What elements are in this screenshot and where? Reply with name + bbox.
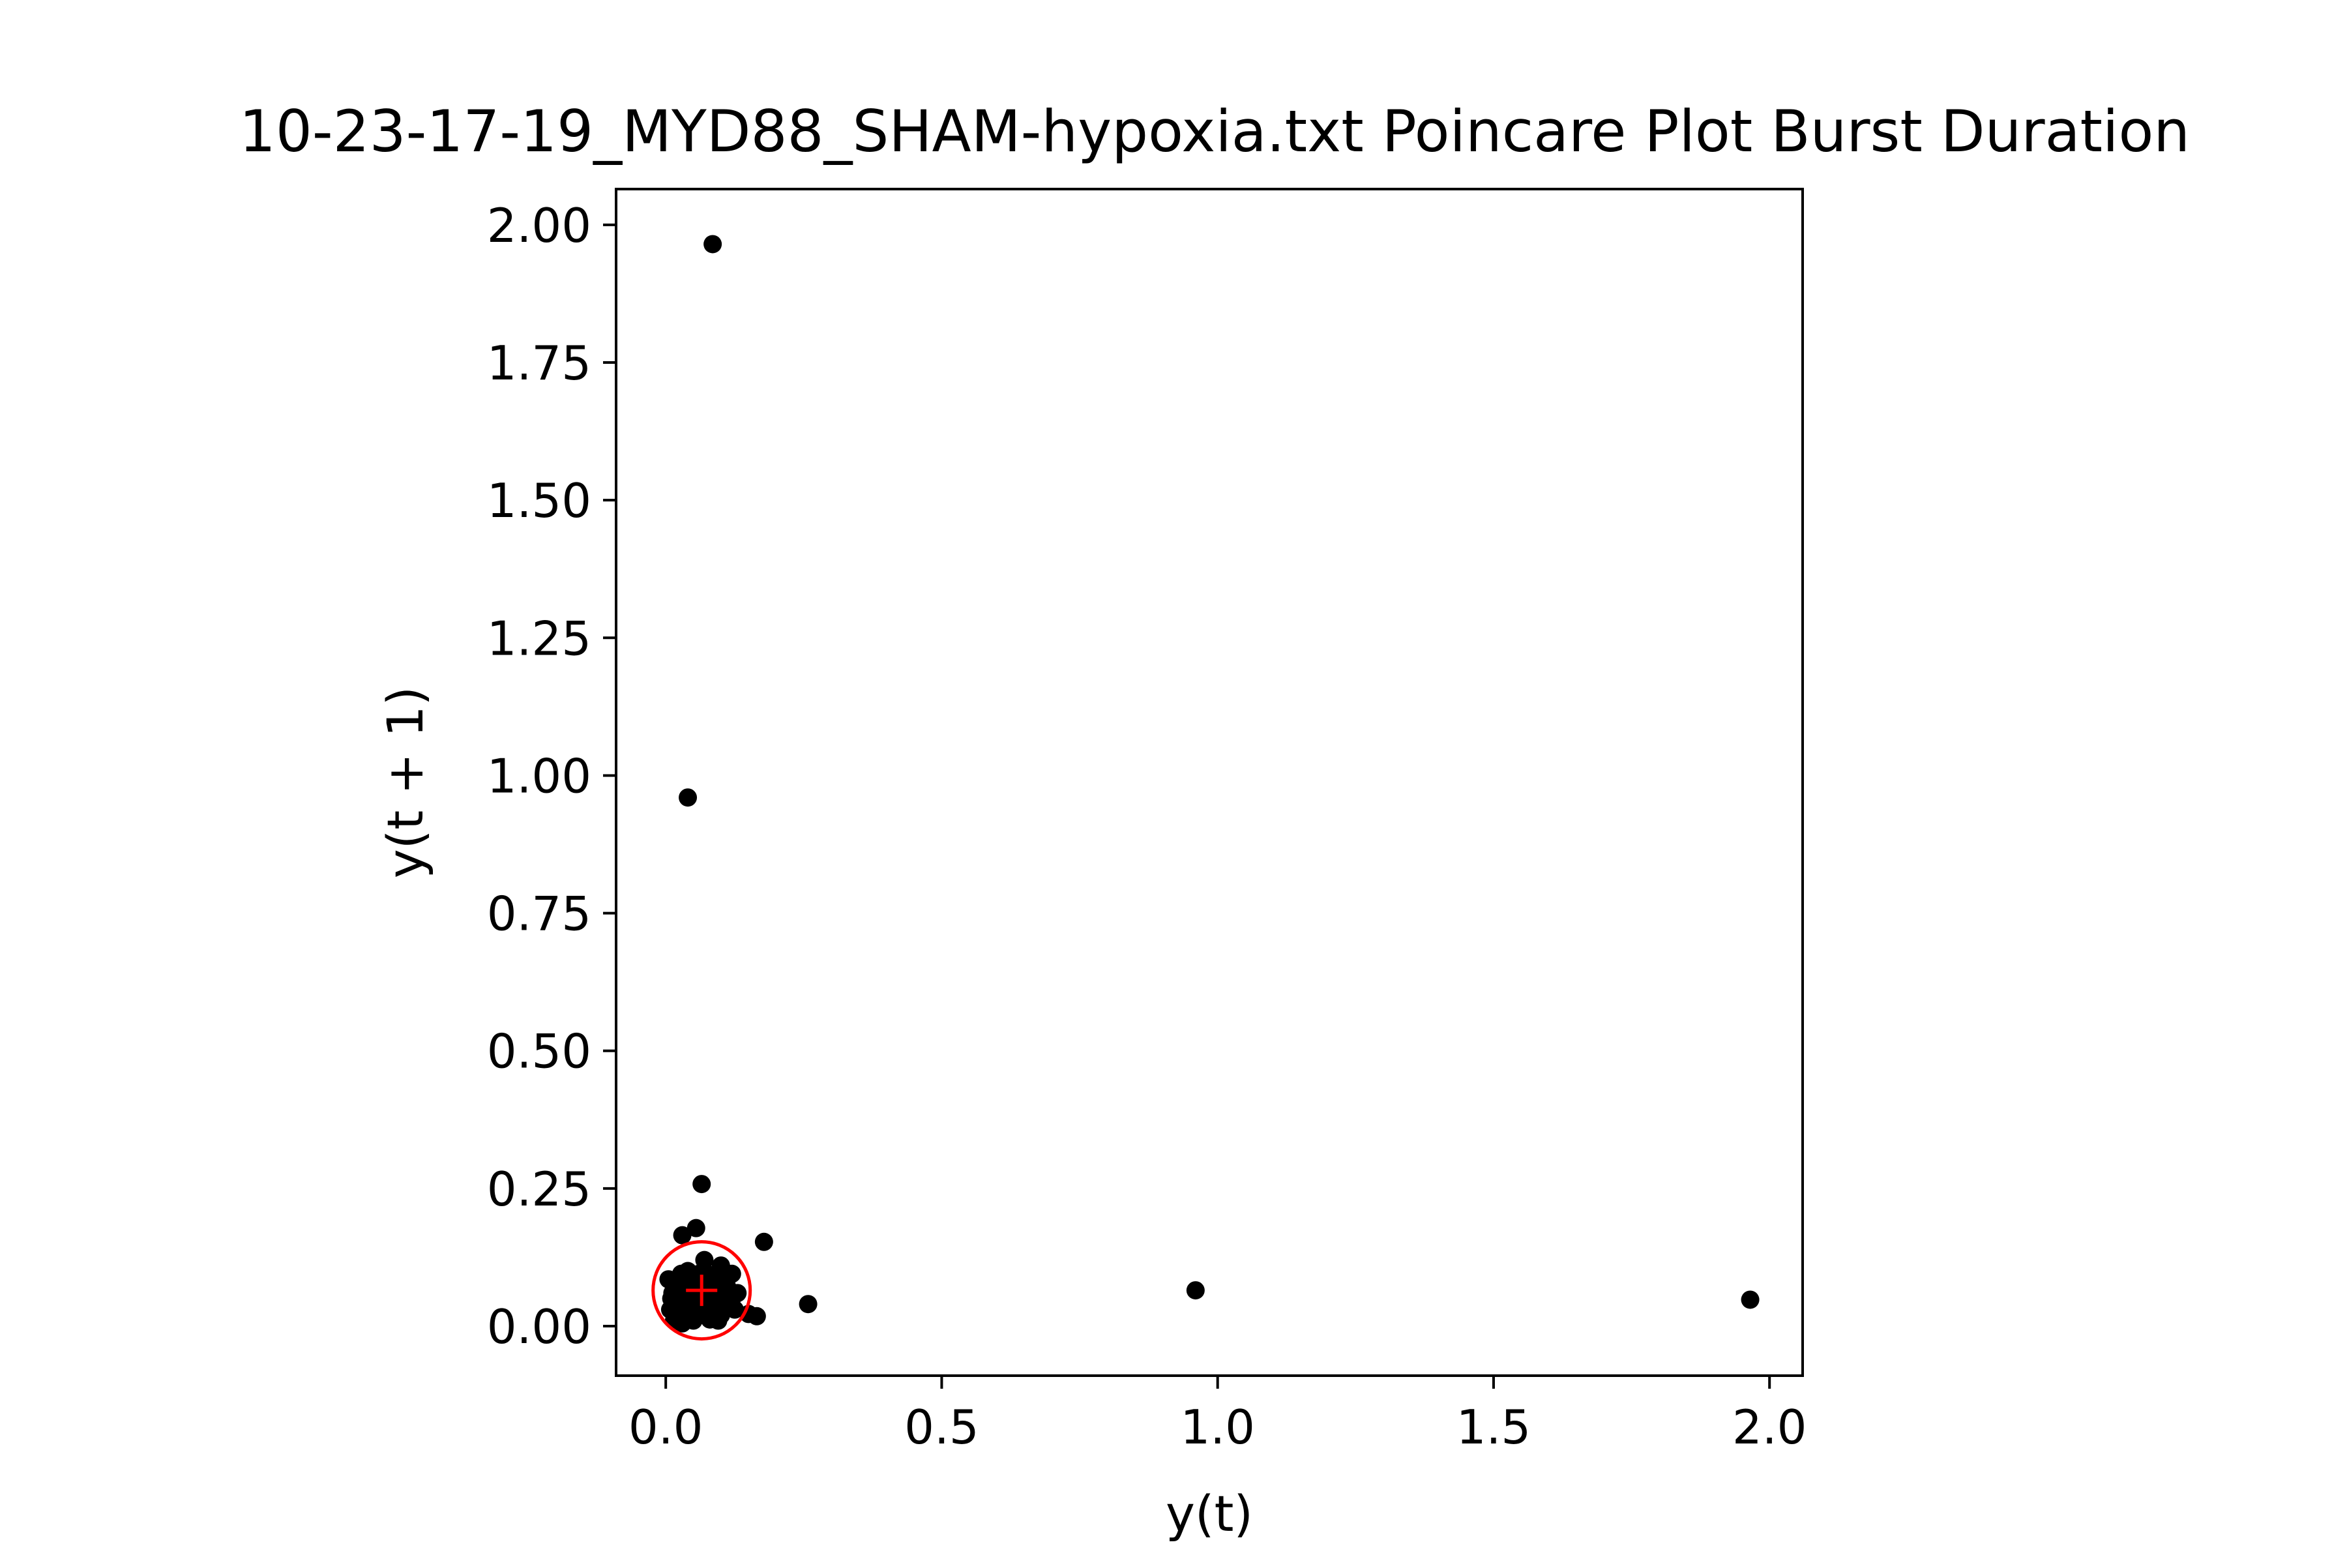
x-axis: 0.0 0.5 1.0 1.5 2.0 bbox=[628, 1376, 1807, 1455]
x-tick-label: 1.5 bbox=[1456, 1400, 1531, 1455]
x-tick-label: 0.5 bbox=[904, 1400, 979, 1455]
y-tick-label: 1.75 bbox=[487, 336, 591, 391]
x-tick-label: 0.0 bbox=[628, 1400, 703, 1455]
data-point bbox=[739, 1305, 758, 1324]
y-tick-label: 0.50 bbox=[487, 1024, 591, 1079]
y-tick-label: 1.00 bbox=[487, 748, 591, 803]
data-point bbox=[673, 1226, 692, 1245]
y-tick-label: 0.75 bbox=[487, 887, 591, 941]
data-point bbox=[663, 1284, 682, 1303]
y-axis: 0.00 0.25 0.50 0.75 1.00 1.25 1.50 1.75 2.00 bbox=[487, 198, 616, 1354]
x-tick-label: 2.0 bbox=[1732, 1400, 1807, 1455]
centroid-circle bbox=[651, 1240, 752, 1341]
y-tick-label: 1.50 bbox=[487, 473, 591, 528]
y-tick-label: 2.00 bbox=[487, 198, 591, 253]
plot-area bbox=[651, 235, 1760, 1341]
data-point bbox=[1186, 1281, 1205, 1300]
data-point bbox=[728, 1284, 747, 1303]
data-point bbox=[686, 1219, 705, 1237]
x-axis-label: y(t) bbox=[1166, 1485, 1253, 1543]
data-point bbox=[799, 1295, 818, 1314]
data-point bbox=[672, 1264, 690, 1283]
axes-frame bbox=[615, 188, 1804, 1377]
y-axis-label: y(t + 1) bbox=[376, 687, 434, 878]
data-point bbox=[1741, 1290, 1760, 1309]
data-point bbox=[679, 1309, 698, 1327]
chart-title: 10-23-17-19_MYD88_SHAM-hypoxia.txt Poinc… bbox=[239, 98, 2190, 165]
data-point bbox=[692, 1175, 711, 1194]
data-point bbox=[726, 1300, 744, 1319]
y-tick-label: 0.00 bbox=[487, 1299, 591, 1354]
data-point bbox=[695, 1250, 714, 1269]
data-point bbox=[692, 1306, 711, 1325]
y-tick-label: 1.25 bbox=[487, 611, 591, 666]
data-point bbox=[679, 788, 698, 807]
x-tick-label: 1.0 bbox=[1180, 1400, 1255, 1455]
data-point bbox=[709, 1311, 728, 1330]
y-tick-label: 0.25 bbox=[487, 1162, 591, 1217]
data-point bbox=[703, 235, 722, 254]
data-point bbox=[754, 1232, 773, 1251]
